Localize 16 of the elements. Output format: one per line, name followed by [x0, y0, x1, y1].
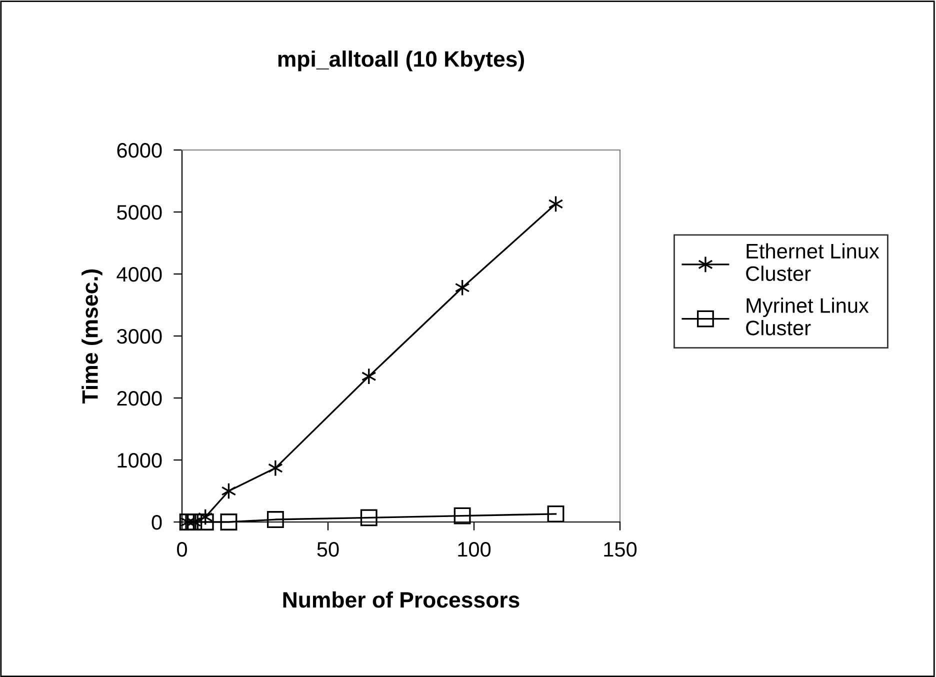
y-tick-label: 6000	[117, 143, 162, 158]
y-tick-label: 3000	[117, 329, 162, 344]
y-axis-title: Time (msec.)	[82, 269, 102, 404]
legend-label: Myrinet Linux Cluster	[746, 298, 869, 336]
y-tick-label: 1000	[118, 453, 162, 468]
x-axis-title: Number of Processors	[283, 591, 520, 608]
y-tick-label: 4000	[116, 267, 162, 282]
chart-title: mpi_alltoall (10 Kbytes)	[278, 50, 524, 72]
x-tick-label: 100	[458, 542, 491, 557]
y-tick-label: 0	[152, 515, 162, 530]
legend-label: Ethernet Linux Cluster	[746, 243, 880, 281]
x-tick-label: 150	[604, 542, 637, 557]
y-tick-label: 2000	[117, 391, 162, 406]
x-tick-label: 50	[317, 542, 339, 557]
x-tick-label: 0	[177, 542, 187, 557]
y-tick-label: 5000	[117, 205, 162, 220]
